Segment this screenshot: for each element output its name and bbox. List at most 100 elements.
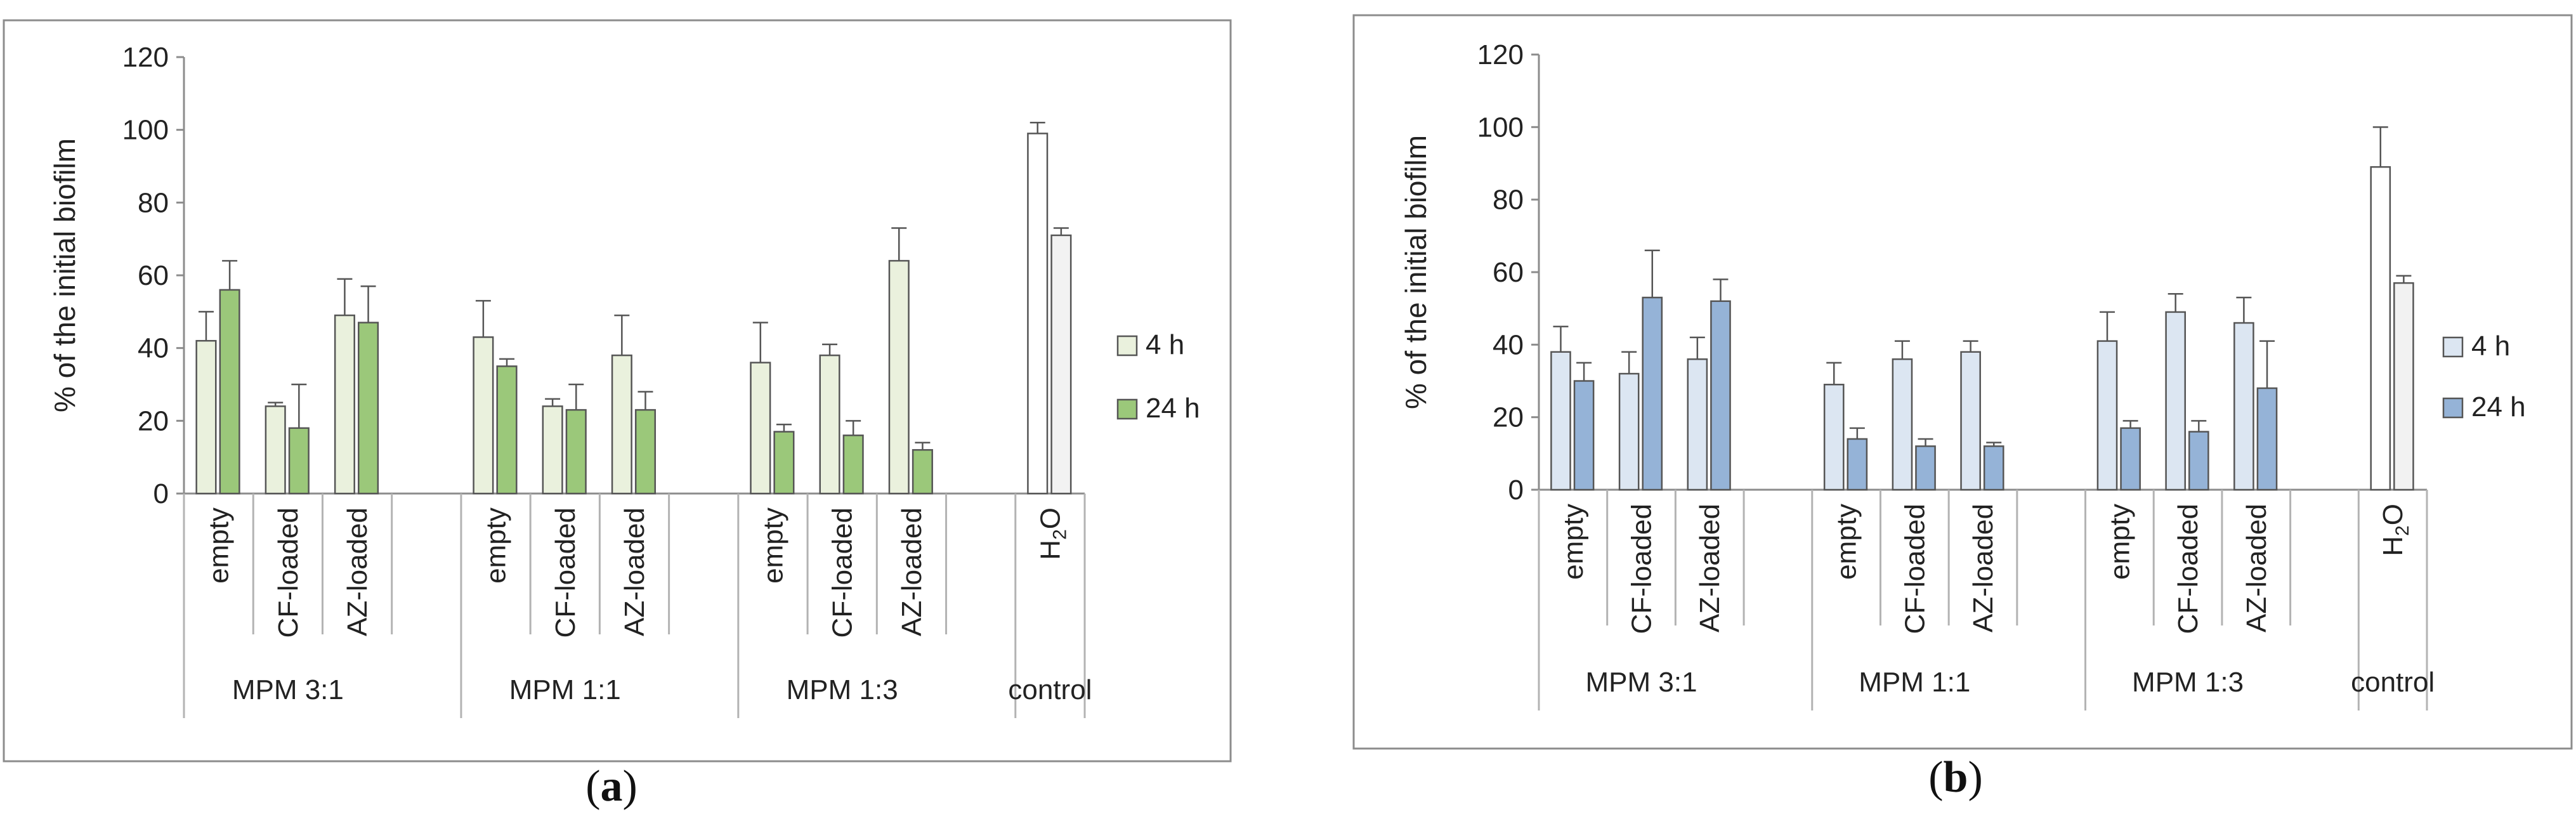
category-label: CF-loaded — [1899, 504, 1930, 634]
bar-4h-6 — [1960, 351, 1981, 491]
bar-24h-6 — [1983, 445, 2004, 491]
bar-4h-1 — [1550, 351, 1571, 491]
category-label: empty — [2104, 504, 2135, 580]
y-tick-label: 20 — [1493, 402, 1524, 433]
chart-panel-b: 0 20 40 60 80 100 120 % of the initial biofilm M… — [1352, 14, 2573, 802]
category-label: H2O — [2377, 504, 2413, 556]
caption-open-paren: ( — [585, 762, 600, 811]
bar-24h-3 — [1710, 300, 1731, 491]
bar-24h-4 — [496, 365, 518, 495]
h2o-h: H — [2377, 536, 2409, 556]
legend-swatch-1 — [2442, 336, 2464, 358]
category-label: AZ-loaded — [619, 507, 650, 636]
bar-24h-7 — [773, 431, 795, 495]
bar-24h-7 — [2120, 427, 2141, 491]
bar-4h-10 — [2370, 166, 2391, 491]
y-tick-label: 100 — [1477, 112, 1524, 143]
bar-4h-2 — [265, 405, 286, 495]
y-tick-label: 60 — [138, 260, 169, 291]
y-tick-label: 40 — [1493, 329, 1524, 360]
h2o-sub: 2 — [2392, 525, 2413, 536]
bar-4h-8 — [2165, 311, 2187, 491]
legend-label-2: 24 h — [1146, 393, 1200, 424]
bar-4h-4 — [1823, 383, 1845, 491]
y-tick-label: 60 — [1493, 257, 1524, 288]
bar-4h-7 — [750, 362, 771, 495]
y-tick-label: 20 — [138, 405, 169, 436]
bar-24h-6 — [634, 409, 657, 495]
legend-swatch-1 — [1116, 335, 1138, 357]
bar-4h-7 — [2096, 340, 2118, 491]
caption-close-paren: ) — [1968, 753, 1982, 802]
h2o-sub: 2 — [1049, 529, 1070, 540]
y-axis-label: % of the initial biofilm — [1399, 135, 1432, 409]
bar-24h-8 — [842, 435, 864, 495]
category-label: CF-loaded — [273, 507, 304, 638]
bar-4h-9 — [2233, 322, 2254, 491]
y-tick-label: 80 — [1493, 185, 1524, 216]
y-tick-label: 0 — [1508, 475, 1524, 506]
category-label: AZ-loaded — [342, 507, 373, 636]
category-label: empty — [204, 507, 235, 584]
bar-24h-3 — [358, 322, 379, 495]
bar-4h-2 — [1618, 372, 1640, 491]
bar-4h-3 — [334, 314, 355, 495]
bar-24h-10 — [1050, 234, 1072, 495]
category-label: AZ-loaded — [1968, 504, 1999, 632]
legend-label-2: 24 h — [2471, 391, 2526, 422]
category-label: H2O — [1035, 507, 1070, 560]
y-tick-label: 120 — [122, 42, 169, 73]
bar-24h-2 — [288, 427, 310, 495]
legend-label-1: 4 h — [2471, 331, 2510, 362]
caption-letter: b — [1944, 753, 1968, 802]
group-label: MPM 1:3 — [2132, 667, 2244, 698]
h2o-o: O — [2377, 504, 2409, 525]
bar-4h-8 — [819, 354, 840, 495]
bar-24h-1 — [1573, 380, 1595, 491]
category-label: empty — [757, 507, 788, 584]
legend-label-1: 4 h — [1146, 329, 1184, 360]
category-label: empty — [1831, 504, 1862, 580]
legend-swatch-2 — [1116, 398, 1138, 420]
h2o-o: O — [1035, 507, 1066, 529]
bar-24h-5 — [1915, 445, 1936, 491]
bar-4h-10 — [1027, 133, 1049, 495]
bar-4h-5 — [542, 405, 563, 495]
group-label: control — [2351, 667, 2435, 698]
category-label: AZ-loaded — [1694, 504, 1725, 632]
category-label: empty — [1558, 504, 1589, 580]
group-label: MPM 1:3 — [787, 674, 898, 705]
bar-24h-1 — [219, 289, 240, 495]
panel-caption: (b) — [1928, 753, 1983, 802]
category-label: CF-loaded — [1626, 504, 1657, 634]
chart-panel-a: 0 20 40 60 80 100 120 % of the initial biofilm M… — [3, 19, 1232, 811]
bar-24h-9 — [2256, 387, 2278, 491]
bar-4h-3 — [1687, 358, 1708, 491]
y-tick-label: 0 — [154, 478, 169, 509]
bar-24h-4 — [1847, 438, 1868, 491]
bar-4h-1 — [195, 339, 217, 495]
caption-open-paren: ( — [1928, 753, 1943, 802]
bar-4h-4 — [473, 336, 494, 495]
y-tick-label: 100 — [122, 115, 169, 146]
caption-close-paren: ) — [623, 762, 637, 811]
group-label: MPM 3:1 — [232, 674, 344, 705]
y-axis-label: % of the initial biofilm — [48, 138, 81, 412]
y-tick-label: 120 — [1477, 39, 1524, 70]
bar-4h-6 — [611, 354, 632, 495]
group-label: MPM 1:1 — [1859, 667, 1970, 698]
bar-24h-8 — [2188, 431, 2209, 491]
bar-4h-9 — [888, 259, 910, 495]
group-label: control — [1008, 674, 1092, 705]
bar-24h-10 — [2393, 282, 2414, 491]
panel-caption: (a) — [585, 762, 637, 811]
category-label: empty — [481, 507, 512, 584]
y-tick-label: 80 — [138, 187, 169, 218]
category-label: AZ-loaded — [896, 507, 927, 636]
bar-4h-5 — [1892, 358, 1913, 491]
group-label: MPM 3:1 — [1586, 667, 1697, 698]
legend-swatch-2 — [2442, 397, 2464, 419]
bar-24h-2 — [1642, 296, 1663, 491]
group-label: MPM 1:1 — [509, 674, 621, 705]
